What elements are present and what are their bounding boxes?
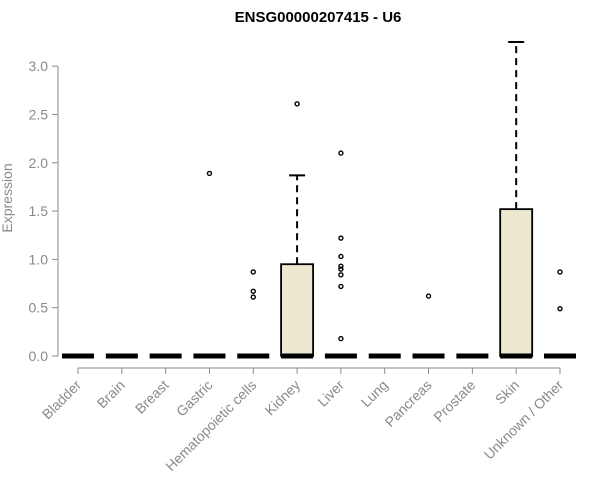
x-tick-label: Prostate [430,377,478,425]
box-body [499,208,534,357]
outlier-point [338,266,344,272]
outlier-point [338,235,344,241]
box-skin [499,41,534,359]
box-gastric [193,170,226,359]
outlier-point [557,305,563,312]
outlier-point [338,253,344,260]
x-tick-label: Pancreas [382,377,435,430]
outlier-point [338,272,344,278]
x-tick-label: Liver [314,377,347,410]
y-tick-label: 2.5 [29,106,49,122]
y-axis-label: Expression [0,163,15,232]
y-tick-label: 2.0 [29,155,49,171]
outlier-point [250,294,256,300]
x-tick-label: Skin [492,377,523,408]
box-pancreas [412,293,445,359]
y-tick-label: 3.0 [29,58,49,74]
outlier-point [557,269,563,275]
y-tick-label: 0.5 [29,300,49,316]
outlier-point [250,269,256,275]
outlier-point [294,101,300,107]
box-unknown-other [544,269,576,359]
y-tick-label: 1.5 [29,203,49,219]
x-tick-label: Lung [358,377,391,410]
outlier-point [338,150,344,156]
x-tick-label: Bladder [39,377,85,423]
box-liver [324,150,357,359]
x-tick-label: Kidney [262,377,304,419]
x-tick-label: Brain [94,377,128,411]
outlier-point [206,170,213,177]
chart-title: ENSG00000207415 - U6 [235,9,402,26]
outlier-point [338,335,344,342]
boxes-group [62,41,576,359]
x-tick-label: Gastric [173,377,216,420]
x-tick-label: Breast [132,377,172,417]
box-body [280,263,314,357]
y-axis: 0.0 0.5 1.0 1.5 2.0 2.5 3.0 [29,58,59,364]
box-kidney [280,101,314,359]
y-tick-label: 1.0 [29,251,49,267]
y-tick-label: 0.0 [29,348,49,364]
outlier-point [425,293,432,299]
outlier-point [338,263,344,269]
outlier-point [250,288,256,294]
outlier-point [338,283,344,290]
box-hematopoietic-cells [237,269,270,359]
x-tick-label: Unknown / Other [481,377,567,463]
